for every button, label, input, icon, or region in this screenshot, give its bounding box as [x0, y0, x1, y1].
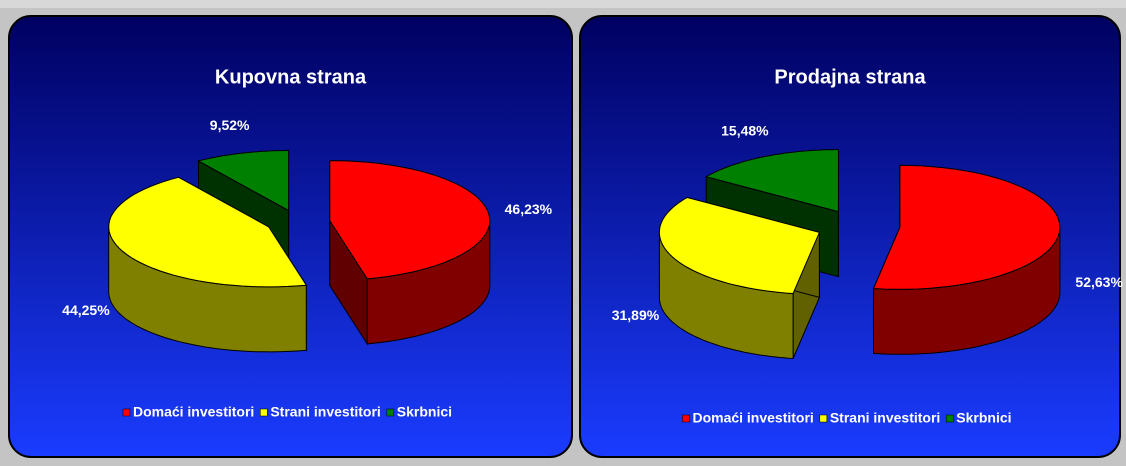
- pie-slice: [329, 160, 491, 280]
- legend: Domaći investitori Strani investitori Skrb…: [122, 404, 452, 420]
- legend-label: Domaći investitori: [692, 410, 813, 426]
- legend-label: Strani investitori: [830, 410, 940, 426]
- legend-swatch: [386, 408, 395, 417]
- data-label: 52,63%: [1075, 274, 1123, 290]
- legend-label: Domaći investitori: [133, 404, 254, 420]
- pie-slice: [108, 176, 308, 288]
- legend: Domaći investitori Strani investitori Skrb…: [682, 410, 1012, 426]
- legend-label: Skrbnici: [397, 404, 452, 420]
- data-label: 46,23%: [505, 201, 553, 217]
- data-label: 15,48%: [721, 123, 769, 139]
- legend-swatch: [946, 414, 954, 423]
- data-label: 31,89%: [612, 307, 660, 323]
- legend-swatch: [260, 408, 268, 417]
- legend-label: Strani investitori: [270, 404, 380, 420]
- top-strip: [0, 0, 1126, 8]
- legend-swatch: [122, 408, 131, 417]
- chart-title: Prodajna strana: [774, 66, 926, 88]
- legend-swatch: [819, 414, 828, 423]
- legend-label: Skrbnici: [956, 410, 1011, 426]
- data-label: 44,25%: [62, 302, 110, 318]
- legend-swatch: [682, 414, 690, 423]
- chart-panel: Prodajna strana 52,63% 31,89% 15,48% Domaći …: [579, 15, 1123, 458]
- data-label: 9,52%: [210, 117, 250, 133]
- panel-background: [8, 15, 573, 458]
- pie-slice: [197, 150, 290, 212]
- chart-panel: Kupovna strana 46,23% 44,25% 9,52% Domaći in…: [8, 15, 573, 458]
- pie-slice: [704, 149, 839, 213]
- chart-title: Kupovna strana: [215, 66, 367, 88]
- pie-slice: [658, 196, 821, 295]
- pie-slice: [872, 164, 1061, 290]
- panel-background: [579, 15, 1121, 458]
